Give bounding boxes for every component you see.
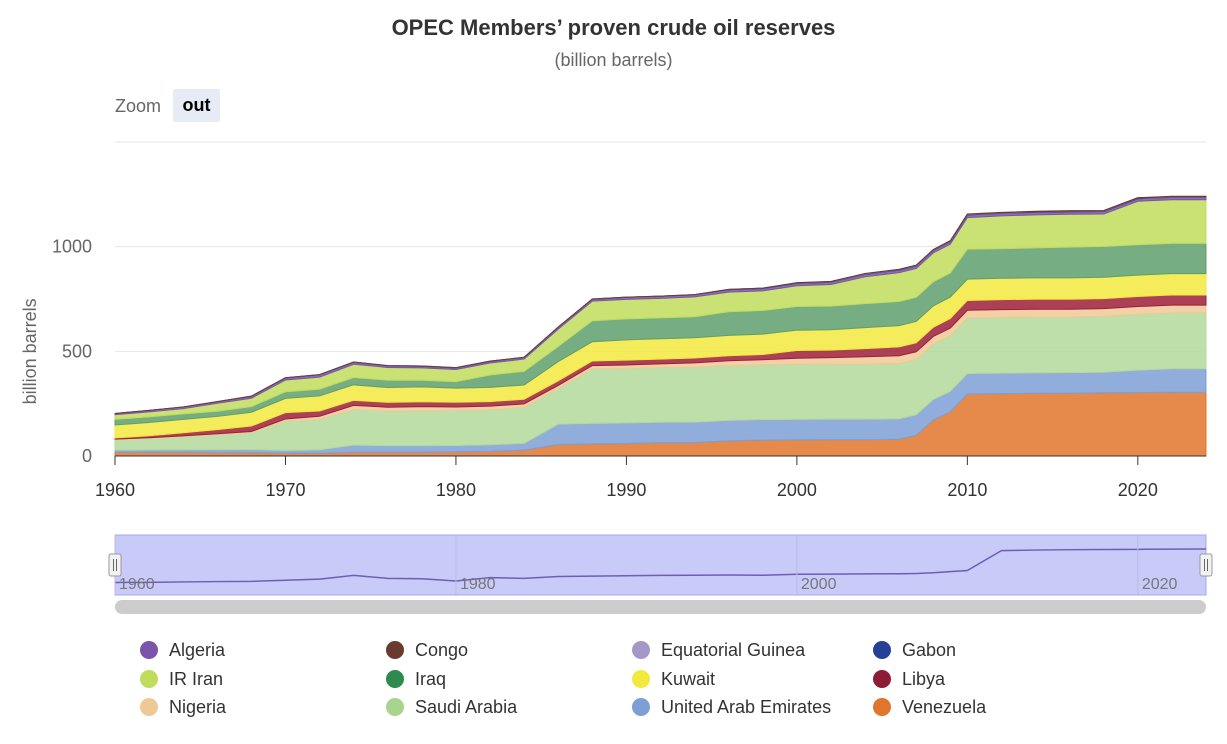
- legend-item[interactable]: Libya: [873, 669, 945, 690]
- legend-marker: [632, 698, 650, 716]
- y-tick-label: 0: [82, 446, 92, 466]
- legend-marker: [873, 669, 891, 688]
- navigator-right-handle[interactable]: [1199, 553, 1213, 577]
- zoom-label: Zoom: [115, 96, 162, 116]
- legend-label: Gabon: [902, 640, 957, 660]
- x-tick-label: 2020: [1118, 480, 1158, 500]
- legend-label: Congo: [415, 640, 469, 660]
- chart-subtitle: (billion barrels): [554, 50, 673, 70]
- y-axis-label: billion barrels: [20, 298, 40, 404]
- x-tick-label: 1970: [265, 480, 305, 500]
- legend-label: Kuwait: [661, 668, 716, 689]
- x-tick-label: 1980: [436, 480, 476, 500]
- legend-marker: [140, 698, 158, 716]
- legend-item[interactable]: IR Iran: [140, 669, 223, 690]
- legend-marker: [873, 698, 891, 716]
- x-tick-label: 2000: [777, 480, 817, 500]
- legend-marker: [140, 641, 158, 659]
- legend-label: Venezuela: [902, 697, 987, 717]
- zoom-out-button[interactable]: out: [173, 89, 220, 122]
- legend-marker: [873, 641, 891, 659]
- x-tick-label: 1990: [606, 480, 646, 500]
- legend-label: Nigeria: [169, 697, 227, 717]
- legend-label: Libya: [902, 668, 946, 689]
- legend-item[interactable]: Iraq: [386, 669, 446, 690]
- legend-item[interactable]: Nigeria: [140, 697, 226, 718]
- y-tick-label: 1000: [52, 237, 92, 257]
- legend-label: Iraq: [415, 668, 447, 689]
- legend-item[interactable]: Venezuela: [873, 697, 986, 718]
- legend-label: IR Iran: [169, 668, 224, 689]
- legend-item[interactable]: Equatorial Guinea: [632, 640, 805, 661]
- legend-marker: [632, 641, 650, 659]
- navigator-left-handle[interactable]: [108, 553, 122, 577]
- x-tick-label: 2010: [947, 480, 987, 500]
- navigator-tick-label: 1960: [119, 576, 155, 593]
- navigator-range[interactable]: [114, 534, 1207, 596]
- navigator-tick-label: 2020: [1142, 576, 1178, 593]
- legend-item[interactable]: Kuwait: [632, 669, 715, 690]
- legend-marker: [140, 669, 158, 688]
- chart-title: OPEC Members’ proven crude oil reserves: [391, 15, 836, 40]
- legend-marker: [632, 669, 650, 688]
- legend-item[interactable]: Saudi Arabia: [386, 697, 517, 718]
- legend-label: United Arab Emirates: [661, 697, 832, 717]
- area-series-congo: [114, 195, 1207, 415]
- x-tick-label: 1960: [95, 480, 135, 500]
- navigator-tick-label: 1980: [460, 576, 496, 593]
- navigator-line: [114, 548, 1207, 584]
- legend-item[interactable]: Algeria: [140, 640, 225, 661]
- legend-item[interactable]: United Arab Emirates: [632, 697, 831, 718]
- legend-item[interactable]: Congo: [386, 640, 468, 661]
- legend-marker: [386, 641, 404, 659]
- legend-item[interactable]: Gabon: [873, 640, 956, 661]
- navigator-scrollbar[interactable]: [115, 600, 1206, 614]
- legend-label: Equatorial Guinea: [661, 640, 806, 660]
- y-tick-label: 500: [62, 341, 92, 361]
- navigator-tick-label: 2000: [801, 576, 837, 593]
- legend-marker: [386, 698, 404, 716]
- legend-label: Saudi Arabia: [415, 697, 518, 717]
- legend-marker: [386, 669, 404, 688]
- legend-label: Algeria: [169, 640, 226, 660]
